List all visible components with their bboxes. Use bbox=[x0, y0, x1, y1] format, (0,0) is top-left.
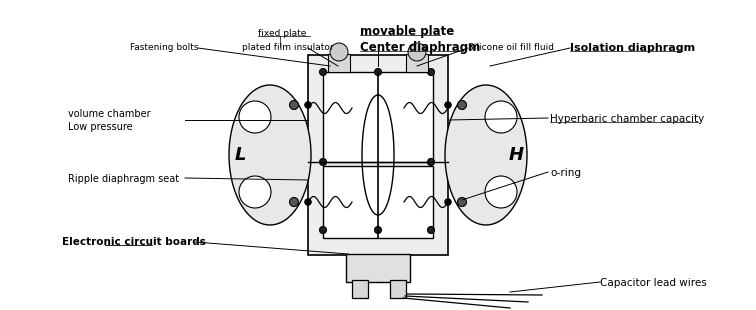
Circle shape bbox=[445, 102, 451, 108]
Bar bbox=[406, 54, 428, 72]
Bar bbox=[328, 54, 350, 72]
Circle shape bbox=[427, 227, 435, 233]
Circle shape bbox=[239, 176, 271, 208]
Circle shape bbox=[374, 227, 382, 233]
Text: fixed plate: fixed plate bbox=[258, 29, 306, 38]
Text: Ripple diaphragm seat: Ripple diaphragm seat bbox=[68, 174, 179, 184]
Circle shape bbox=[320, 227, 327, 233]
Circle shape bbox=[485, 101, 517, 133]
Circle shape bbox=[305, 199, 311, 205]
Text: movable plate: movable plate bbox=[360, 25, 454, 38]
Bar bbox=[323, 72, 433, 162]
Bar bbox=[308, 55, 448, 255]
Text: Silicone oil fill fluid: Silicone oil fill fluid bbox=[468, 43, 554, 52]
Circle shape bbox=[374, 69, 382, 76]
Text: Fastening bolts: Fastening bolts bbox=[130, 43, 199, 52]
Ellipse shape bbox=[445, 85, 527, 225]
Circle shape bbox=[290, 197, 299, 206]
Circle shape bbox=[445, 199, 451, 205]
Circle shape bbox=[320, 69, 327, 76]
Circle shape bbox=[485, 176, 517, 208]
Circle shape bbox=[320, 158, 327, 166]
Text: L: L bbox=[234, 146, 246, 164]
Ellipse shape bbox=[229, 85, 311, 225]
Text: Low pressure: Low pressure bbox=[68, 122, 132, 132]
Bar bbox=[346, 254, 410, 282]
Text: H: H bbox=[509, 146, 524, 164]
Text: Center diaphragm: Center diaphragm bbox=[360, 42, 480, 55]
Text: volume chamber: volume chamber bbox=[68, 109, 150, 119]
Circle shape bbox=[457, 197, 466, 206]
Circle shape bbox=[330, 43, 348, 61]
Bar bbox=[323, 166, 433, 238]
Text: o-ring: o-ring bbox=[550, 168, 581, 178]
Bar bbox=[390, 280, 406, 298]
Text: Isolation diaphragm: Isolation diaphragm bbox=[570, 43, 695, 53]
Circle shape bbox=[239, 101, 271, 133]
Bar bbox=[352, 280, 368, 298]
Circle shape bbox=[290, 100, 299, 109]
Text: Capacitor lead wires: Capacitor lead wires bbox=[600, 278, 707, 288]
Circle shape bbox=[305, 102, 311, 108]
Circle shape bbox=[427, 158, 435, 166]
Text: Hyperbaric chamber capacity: Hyperbaric chamber capacity bbox=[550, 114, 705, 124]
Text: Electronic circuit boards: Electronic circuit boards bbox=[62, 237, 206, 247]
Circle shape bbox=[457, 100, 466, 109]
Circle shape bbox=[408, 43, 426, 61]
Text: plated film insulator: plated film insulator bbox=[242, 43, 333, 52]
Circle shape bbox=[427, 69, 435, 76]
